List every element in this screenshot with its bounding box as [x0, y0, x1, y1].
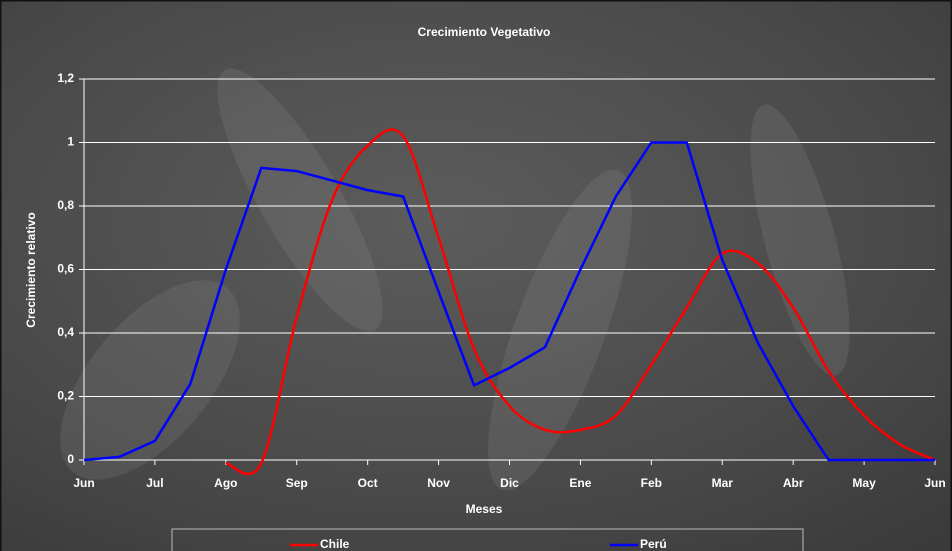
x-tick-label: Abr [783, 476, 804, 490]
x-axis-label: Meses [466, 502, 503, 516]
legend-label: Perú [640, 537, 667, 551]
series-line [225, 128, 936, 476]
y-tick-label: 0 [67, 452, 74, 466]
y-tick-label: 0,6 [57, 262, 74, 276]
legend-box [171, 528, 804, 551]
legend-label: Chile [320, 537, 350, 551]
x-tick-label: Oct [358, 476, 378, 490]
x-tick-label: Sep [286, 476, 308, 490]
x-tick-label: Nov [427, 476, 450, 490]
x-tick-label: Mar [712, 476, 734, 490]
chart-title: Crecimiento Vegetativo [418, 25, 551, 39]
x-tick-label: Jul [146, 476, 163, 490]
y-tick-label: 0,8 [57, 198, 74, 212]
x-tick-label: Feb [641, 476, 662, 490]
x-tick-label: Dic [500, 476, 519, 490]
series-line [83, 141, 935, 462]
background-leaves [60, 68, 850, 491]
x-tick-label: Ene [569, 476, 591, 490]
y-tick-label: 1,2 [57, 71, 74, 85]
y-tick-label: 0,2 [57, 389, 74, 403]
x-tick-label: Jun [73, 476, 94, 490]
y-axis-label: Crecimiento relativo [24, 212, 38, 327]
x-tick-label: Ago [214, 476, 237, 490]
x-tick-label: Jun [924, 476, 945, 490]
y-tick-label: 1 [67, 135, 74, 149]
y-tick-label: 0,4 [57, 325, 74, 339]
x-tick-label: May [852, 476, 876, 490]
